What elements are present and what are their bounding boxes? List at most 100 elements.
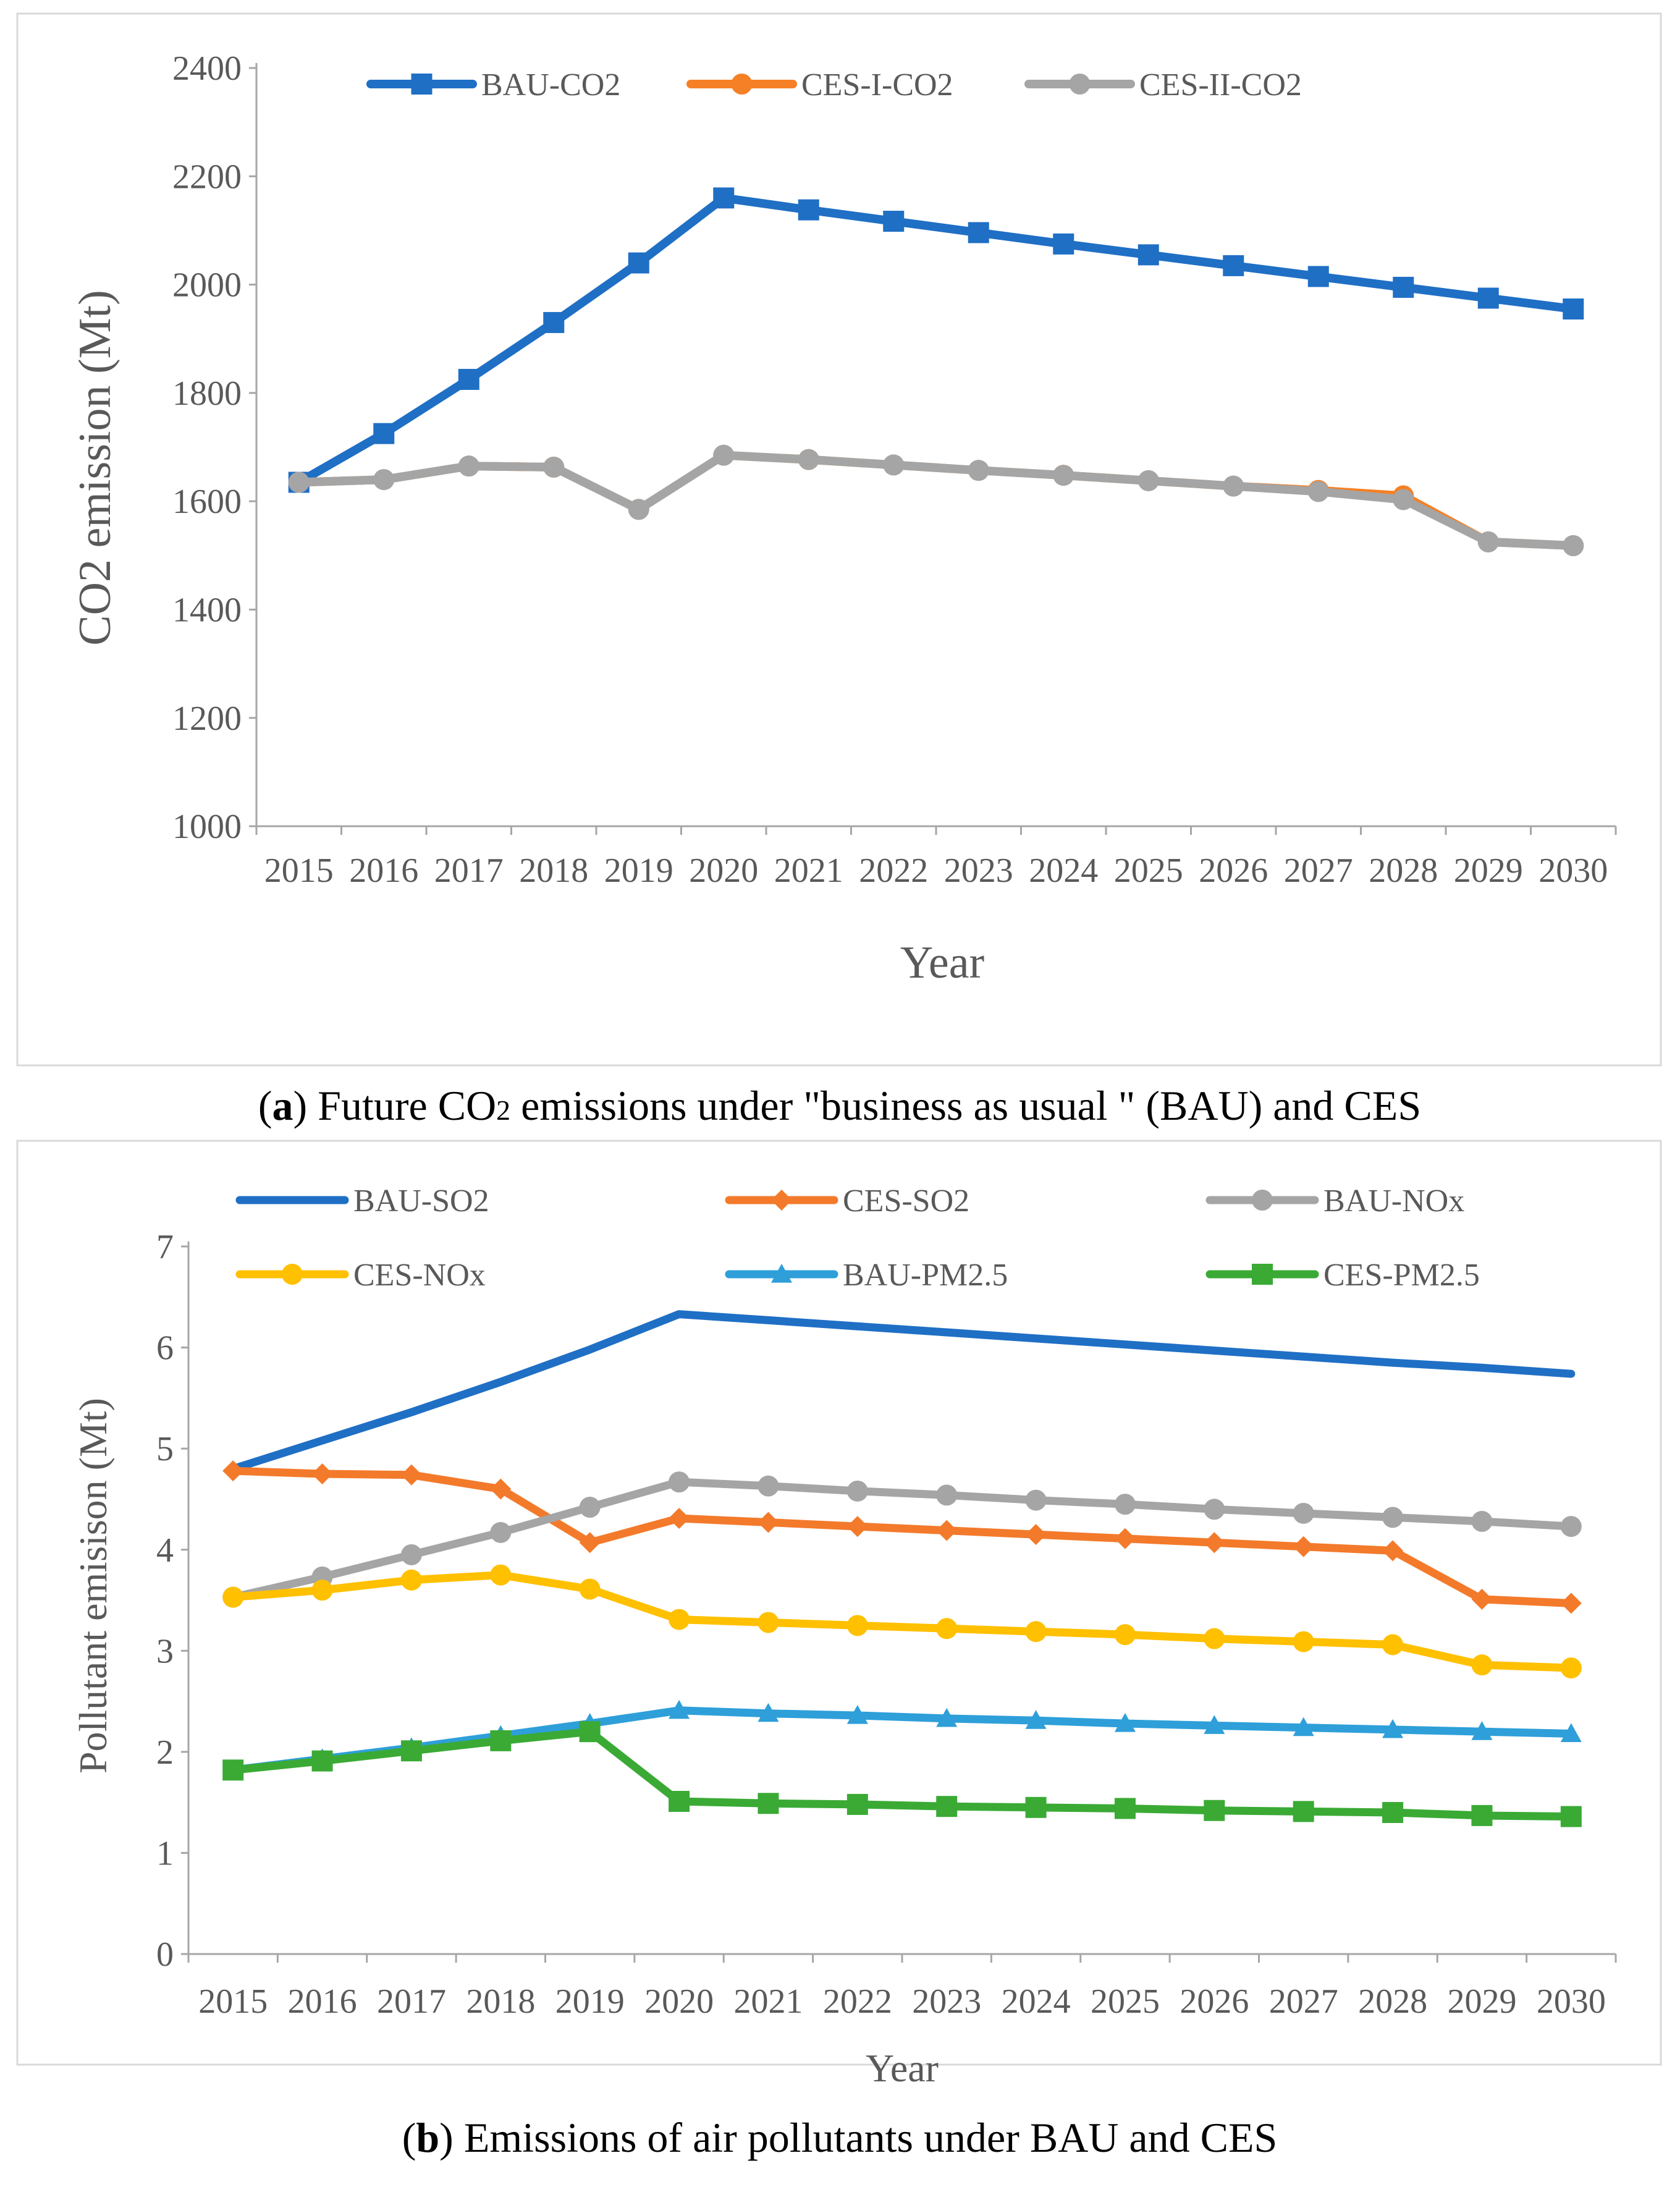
b-y-tick-label: 2 [156,1733,174,1772]
a-x-tick-label: 2020 [689,852,758,890]
b-point-ces-pm2-5 [1204,1800,1225,1821]
a-legend-label-bau-co2: BAU-CO2 [481,67,620,103]
a-y-tick-label: 1400 [172,591,242,629]
b-point-ces-nox [1471,1654,1493,1676]
caption-a-letter: a [272,1082,293,1129]
b-point-ces-so2 [846,1516,868,1538]
a-x-tick-label: 2017 [434,852,504,890]
a-point-ces-ii-co2 [1053,465,1074,486]
b-line-ces-pm2-5 [229,1727,1576,1821]
b-legend-marker-ces-pm2-5 [1252,1264,1273,1285]
caption-a: (a) Future CO2 emissions under "business… [258,1082,1421,1129]
caption-b: (b) Emissions of air pollutants under BA… [402,2114,1278,2161]
a-point-bau-co2 [713,187,735,209]
b-series-ces-nox [222,1564,1582,1679]
b-point-bau-nox [400,1544,422,1565]
b-point-ces-so2 [490,1478,512,1500]
b-x-tick-label: 2024 [1002,1982,1071,2021]
a-point-ces-ii-co2 [1563,535,1584,557]
b-y-tick-label: 6 [156,1329,174,1368]
b-point-bau-nox [1382,1507,1404,1528]
a-point-bau-co2 [798,199,819,221]
caption-b-letter: b [416,2114,439,2161]
b-point-ces-pm2-5 [400,1740,422,1762]
b-point-ces-so2 [1204,1532,1225,1554]
a-x-tick-label: 2023 [944,852,1013,890]
a-point-bau-co2 [458,368,479,390]
b-point-ces-so2 [936,1520,958,1541]
a-x-tick-label: 2028 [1369,852,1438,890]
b-point-ces-so2 [758,1512,779,1533]
b-point-ces-so2 [1025,1524,1047,1546]
panel-a-legend: BAU-CO2 CES-I-CO2 CES-II-CO2 [366,67,1302,103]
b-y-tick-label: 0 [156,1935,174,1974]
b-legend-item-bau-so2: BAU-SO2 [235,1183,489,1219]
b-x-tick-label: 2022 [823,1982,892,2021]
b-line-ces-nox [229,1571,1576,1672]
a-series-ces-ii-co2 [288,444,1584,557]
b-x-tick-label: 2026 [1180,1982,1249,2021]
b-point-bau-pm2-5 [846,1704,868,1724]
b-point-ces-pm2-5 [846,1793,868,1815]
b-point-ces-pm2-5 [936,1796,958,1817]
a-x-tick-label: 2015 [264,852,334,890]
b-point-bau-nox [936,1484,958,1506]
b-x-tick-label: 2029 [1447,1982,1516,2021]
a-x-tick-label: 2026 [1199,852,1268,890]
a-point-bau-co2 [1393,276,1414,298]
b-point-ces-so2 [222,1460,244,1482]
a-legend-item-ces-i-co2: CES-I-CO2 [686,67,953,103]
panel-b-frame [16,1140,1662,2066]
b-point-bau-pm2-5 [1471,1721,1493,1740]
a-point-bau-co2 [1138,244,1159,266]
b-point-ces-nox [669,1609,690,1630]
b-legend-label-bau-nox: BAU-NOx [1323,1183,1464,1219]
b-x-tick-label: 2020 [644,1982,714,2021]
a-line-ces-ii-co2 [294,451,1578,551]
b-legend-item-ces-so2: CES-SO2 [725,1183,969,1219]
a-legend-marker-ces-ii-co2 [1069,74,1091,95]
a-point-bau-co2 [968,222,989,243]
b-point-bau-nox [1025,1489,1047,1511]
b-point-ces-so2 [579,1532,601,1554]
caption-b-open: ( [402,2114,416,2161]
a-legend-label-ces-i-co2: CES-I-CO2 [801,67,953,103]
panel-a-y-axis-title: CO2 emission (Mt) [70,290,120,646]
b-x-tick-label: 2021 [733,1982,803,2021]
a-x-tick-label: 2021 [774,852,843,890]
b-line-bau-nox [229,1478,1576,1602]
b-legend-label-bau-so2: BAU-SO2 [353,1183,489,1219]
b-point-ces-pm2-5 [311,1750,333,1772]
a-point-ces-ii-co2 [1393,489,1414,510]
b-point-bau-nox [579,1497,601,1518]
a-line-bau-co2 [294,193,1578,487]
a-point-bau-co2 [373,423,395,444]
a-point-ces-ii-co2 [458,455,479,477]
b-point-ces-nox [758,1612,779,1633]
panel-b-legend: BAU-SO2 CES-SO2 BAU-NOx CES-NOx BAU-PM2.5 CES… [235,1183,1480,1293]
b-legend-marker-ces-nox [282,1264,303,1285]
b-point-ces-pm2-5 [1293,1801,1314,1822]
b-point-ces-nox [1114,1624,1136,1646]
a-point-bau-co2 [1477,287,1499,309]
b-point-bau-nox [1471,1510,1493,1532]
b-point-bau-pm2-5 [936,1707,958,1727]
a-legend-marker-ces-i-co2 [731,74,753,95]
b-point-bau-pm2-5 [1560,1723,1582,1743]
a-y-tick-label: 2200 [172,158,242,196]
b-point-ces-pm2-5 [490,1730,512,1751]
panel-a-x-axis-title: Year [900,937,984,988]
a-point-ces-ii-co2 [373,469,395,491]
b-legend-marker-ces-so2 [771,1190,792,1211]
panel-b-y-axis-title: Pollutant emisison (Mt) [71,1398,115,1774]
b-line-ces-so2 [229,1466,1576,1607]
caption-a-text-before: Future CO [307,1082,496,1129]
panel-a-series [288,187,1584,557]
a-point-ces-ii-co2 [968,460,989,481]
b-line-bau-pm2-5 [229,1706,1576,1774]
a-point-ces-ii-co2 [288,472,310,493]
b-point-ces-nox [1293,1631,1314,1652]
a-point-ces-ii-co2 [1138,470,1159,491]
a-point-ces-ii-co2 [628,499,649,520]
b-x-tick-label: 2027 [1269,1982,1338,2021]
